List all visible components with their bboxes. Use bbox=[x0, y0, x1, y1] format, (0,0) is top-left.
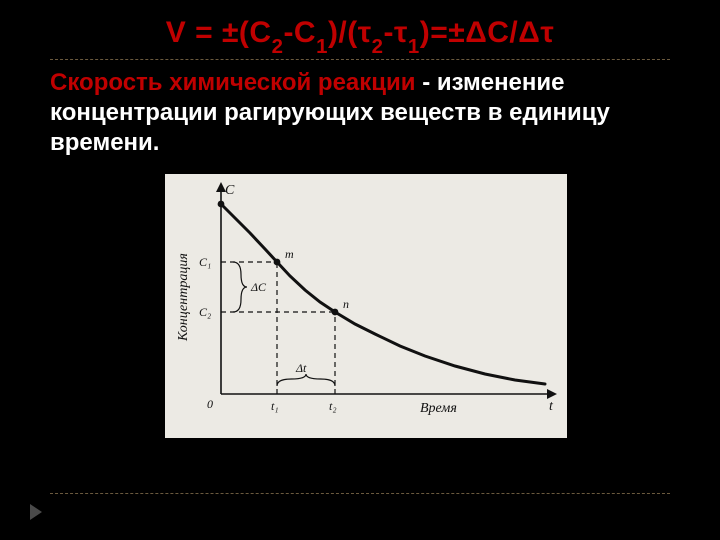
svg-text:C₂: C₂ bbox=[199, 305, 211, 319]
title-part: )/(τ bbox=[328, 16, 372, 49]
svg-text:0: 0 bbox=[207, 397, 213, 411]
svg-text:C: C bbox=[225, 183, 235, 198]
svg-text:t₂: t₂ bbox=[329, 399, 337, 413]
title-subscript: 1 bbox=[408, 36, 420, 58]
divider-top bbox=[50, 59, 670, 60]
title-part: -τ bbox=[384, 16, 408, 49]
chart-svg: Ct 0 t₁ t₂ C₁ C₂ ΔC Δt m n Концентрация Время bbox=[165, 174, 567, 438]
svg-text:n: n bbox=[343, 297, 349, 311]
title-subscript: 1 bbox=[316, 36, 328, 58]
title-subscript: 2 bbox=[372, 36, 384, 58]
svg-text:C₁: C₁ bbox=[199, 255, 211, 269]
svg-text:t: t bbox=[549, 399, 554, 414]
definition-text: Скорость химической реакции - изменение … bbox=[50, 68, 670, 158]
definition-lead: Скорость химической реакции bbox=[50, 69, 416, 96]
title-part: V = ±(С bbox=[166, 16, 272, 49]
svg-text:ΔC: ΔC bbox=[250, 280, 267, 294]
divider-bottom bbox=[50, 493, 670, 494]
svg-text:t₁: t₁ bbox=[271, 399, 279, 413]
slide: V = ±(С2-С1)/(τ2-τ1)=±ΔС/Δτ Скорость хим… bbox=[0, 0, 720, 540]
svg-text:Δt: Δt bbox=[295, 361, 307, 375]
formula-title: V = ±(С2-С1)/(τ2-τ1)=±ΔС/Δτ bbox=[50, 16, 670, 55]
concentration-time-chart: Ct 0 t₁ t₂ C₁ C₂ ΔC Δt m n Концентрация Время bbox=[165, 174, 567, 438]
svg-text:Концентрация: Концентрация bbox=[176, 253, 191, 342]
title-part: )=±ΔС/Δτ bbox=[420, 16, 555, 49]
title-subscript: 2 bbox=[272, 36, 284, 58]
svg-text:Время: Время bbox=[420, 401, 457, 416]
svg-text:m: m bbox=[285, 247, 294, 261]
play-arrow-icon bbox=[30, 504, 42, 520]
title-part: -С bbox=[283, 16, 316, 49]
